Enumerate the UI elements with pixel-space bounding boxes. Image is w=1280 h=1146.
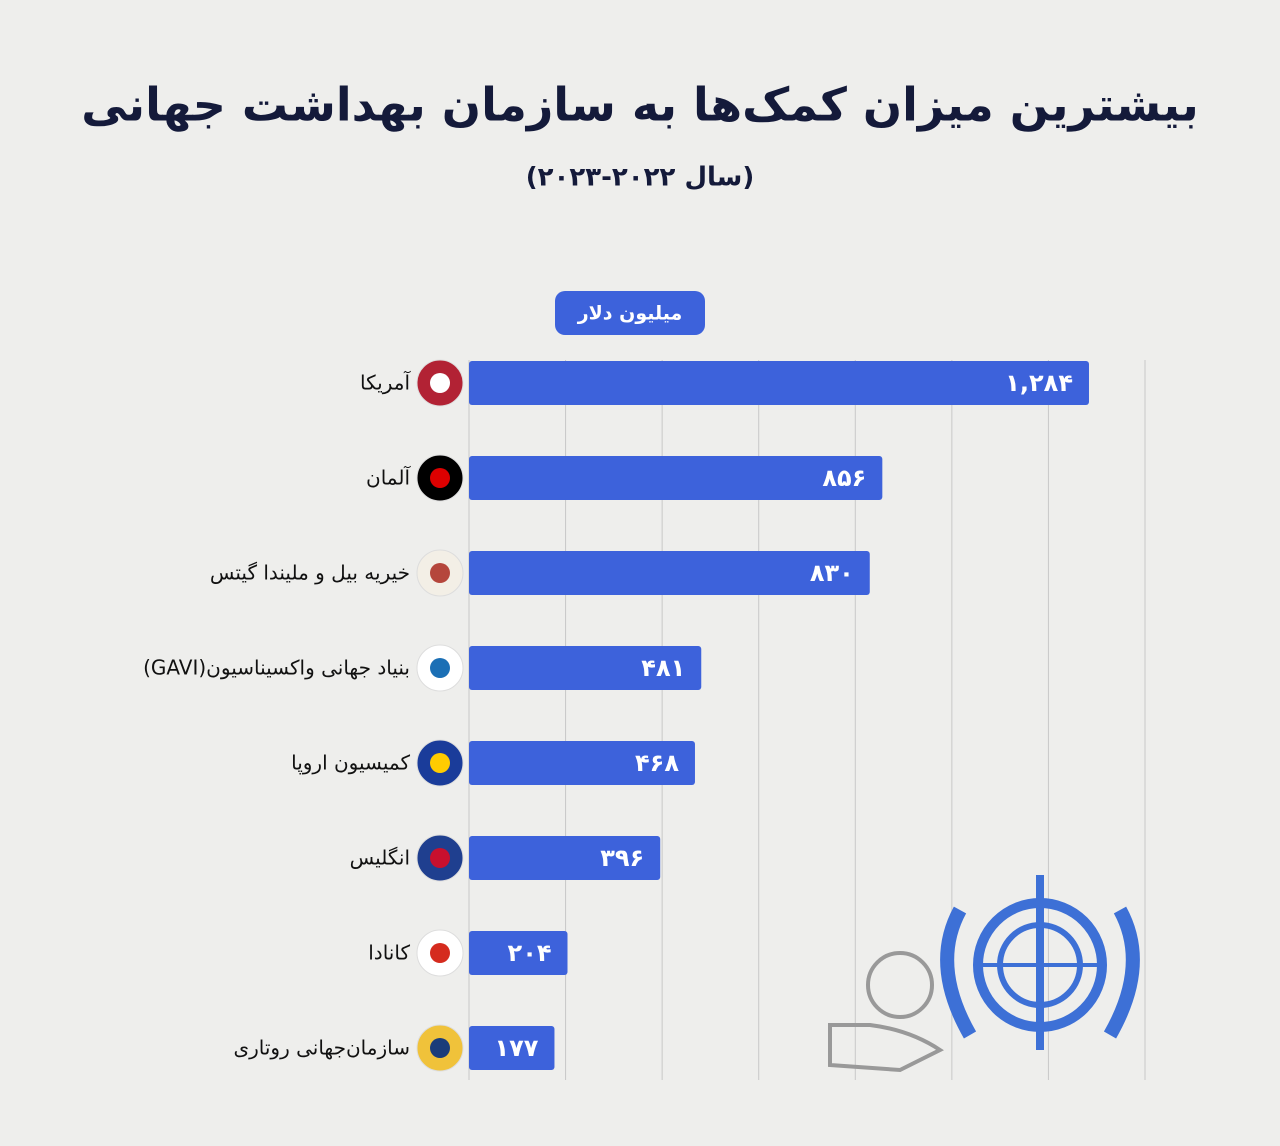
- category-label: آلمان: [366, 465, 411, 490]
- value-label: ۸۳۰: [810, 559, 854, 587]
- bar: [469, 456, 883, 500]
- category-label: انگلیس: [350, 846, 410, 870]
- bars: ۱,۲۸۴ آمریکا ۸۵۶ آلمان ۸۳۰ خیریه بیل و ملیندا…: [143, 359, 1089, 1072]
- category-icon-detail: [430, 563, 450, 583]
- category-icon-detail: [430, 468, 450, 488]
- bar: [469, 836, 661, 880]
- category-icon-detail: [430, 943, 450, 963]
- value-label: ۴۸۱: [641, 654, 685, 682]
- value-label: ۳۹۶: [600, 844, 644, 872]
- value-label: ۲۰۴: [508, 939, 552, 967]
- category-icon-detail: [430, 1038, 450, 1058]
- category-label: بنیاد جهانی واکسیناسیون(GAVI): [143, 656, 410, 680]
- who-logo: [940, 875, 1140, 1050]
- category-label: سازمان‌جهانی روتاری: [233, 1036, 410, 1060]
- category-label: کانادا: [368, 941, 410, 965]
- bar: [469, 931, 568, 975]
- bar: [469, 646, 702, 690]
- chart-subtitle: (سال ۲۰۲۲-۲۰۲۳): [526, 163, 754, 193]
- bar: [469, 361, 1089, 405]
- unit-label: میلیون دلار: [577, 303, 683, 325]
- bar: [469, 741, 695, 785]
- unit-badge: [555, 291, 705, 335]
- category-icon-detail: [430, 658, 450, 678]
- bar: [469, 1026, 555, 1070]
- category-icon-detail: [430, 753, 450, 773]
- chart-title: بیشترین میزان کمک‌ها به سازمان بهداشت جه…: [81, 78, 1198, 132]
- category-label: خیریه بیل و ملیندا گیتس: [210, 561, 410, 585]
- hand-coin-icon: [828, 951, 944, 1073]
- value-label: ۱۷۷: [495, 1034, 539, 1062]
- bar: [469, 551, 870, 595]
- category-icon-detail: [430, 848, 450, 868]
- category-label: آمریکا: [360, 370, 411, 395]
- value-label: ۸۵۶: [822, 464, 866, 492]
- value-label: ۴۶۸: [635, 749, 679, 777]
- category-label: کمیسیون اروپا: [291, 751, 410, 776]
- category-icon-detail: [430, 373, 450, 393]
- value-label: ۱,۲۸۴: [1005, 369, 1073, 397]
